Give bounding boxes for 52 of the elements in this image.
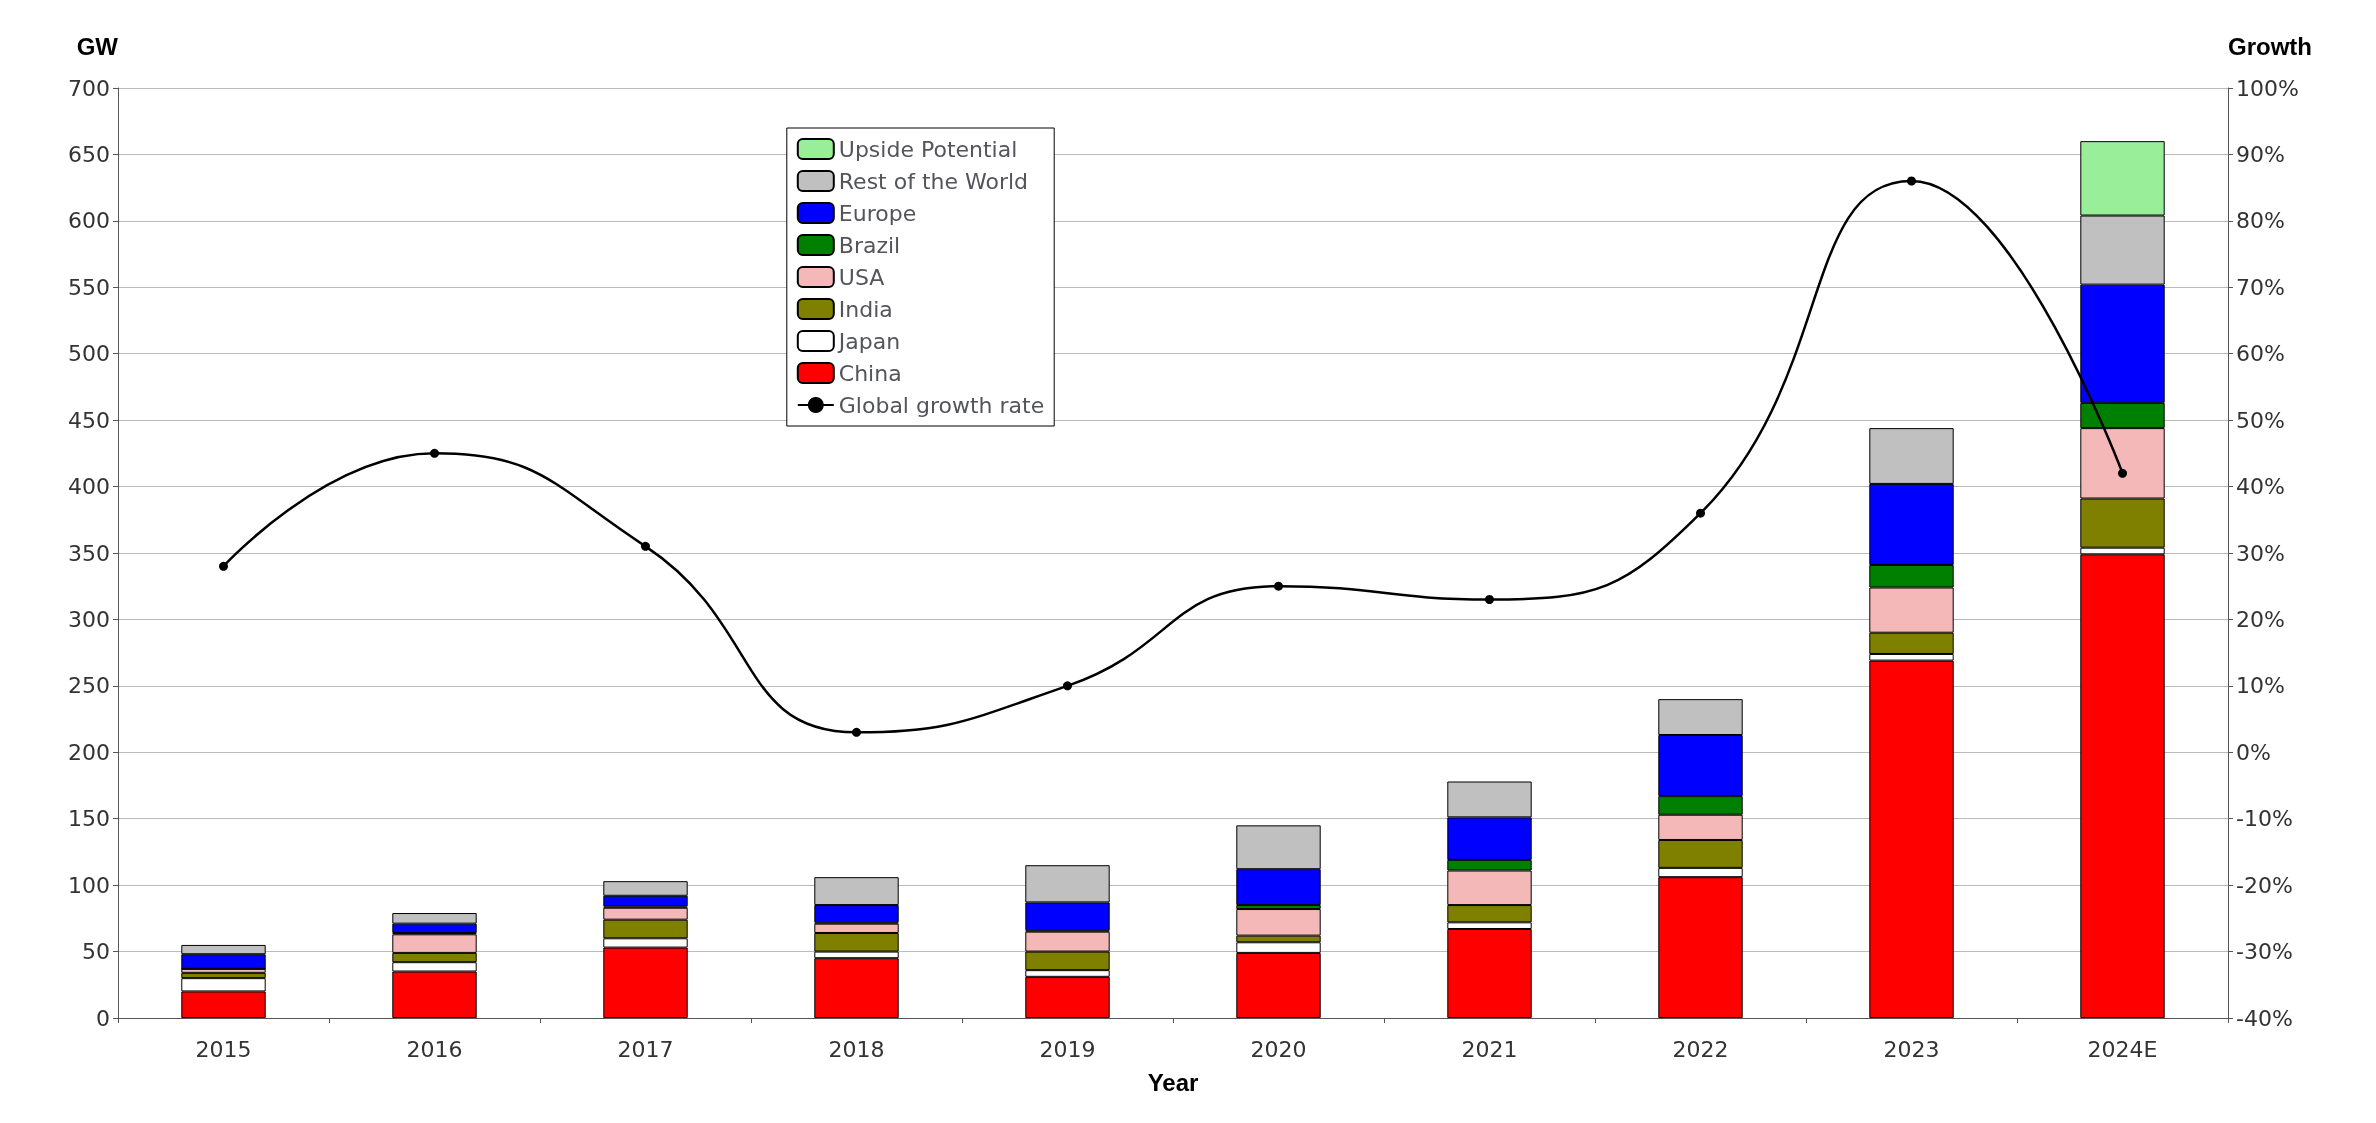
y-tick-label: 150 [68,806,110,832]
y-tick-label: 450 [68,407,110,433]
x-tick-label: 2015 [195,1036,252,1062]
y2-tick-label: 80% [2236,208,2285,234]
x-tick-label: 2023 [1883,1036,1940,1062]
x-tick-label: 2021 [1461,1036,1518,1062]
y2-tick-label: 60% [2236,341,2285,367]
y2-tick-label: 30% [2236,540,2285,566]
x-tick-label: 2019 [1039,1036,1096,1062]
y2-tick-label: -30% [2236,939,2293,965]
legend-label: Upside Potential [838,136,1018,162]
legend-label: China [838,360,902,386]
y2-tick-label: 90% [2236,141,2285,167]
x-tick-label: 2017 [617,1036,674,1062]
x-axis-title: Year [1147,1068,1199,1096]
x-tick-label: 2024E [2087,1036,2158,1062]
y-axis-title: GW [76,32,119,60]
y2-tick-label: 50% [2236,407,2285,433]
x-tick-label: 2022 [1672,1036,1729,1062]
y2-tick-label: 100% [2236,75,2299,101]
legend-label: Global growth rate [838,392,1045,418]
y2-tick-label: -10% [2236,806,2293,832]
y-tick-label: 50 [82,939,110,965]
y2-tick-label: 0% [2236,739,2271,765]
y2-tick-label: 70% [2236,274,2285,300]
legend-label: Brazil [838,232,901,258]
y-tick-label: 200 [68,739,110,765]
y-tick-label: 550 [68,274,110,300]
y2-axis-title: Growth [2228,32,2312,60]
y2-tick-label: 40% [2236,474,2285,500]
y-tick-label: 100 [68,872,110,898]
y-tick-label: 400 [68,474,110,500]
legend-label: India [838,296,893,322]
x-tick-label: 2016 [406,1036,463,1062]
legend-label: Rest of the World [838,168,1029,194]
y-tick-label: 650 [68,141,110,167]
legend-label: Japan [836,328,901,354]
y-tick-label: 350 [68,540,110,566]
y-tick-label: 300 [68,606,110,632]
y2-tick-label: -40% [2236,1005,2293,1031]
x-tick-label: 2020 [1250,1036,1307,1062]
y2-tick-label: 10% [2236,673,2285,699]
x-tick-label: 2018 [828,1036,885,1062]
y2-tick-label: -20% [2236,872,2293,898]
y-tick-label: 700 [68,75,110,101]
y-tick-label: 600 [68,208,110,234]
y-tick-label: 0 [96,1005,110,1031]
y2-tick-label: 20% [2236,606,2285,632]
y-tick-label: 500 [68,341,110,367]
legend-label: USA [838,264,885,290]
legend-label: Europe [838,200,917,226]
y-tick-label: 250 [68,673,110,699]
